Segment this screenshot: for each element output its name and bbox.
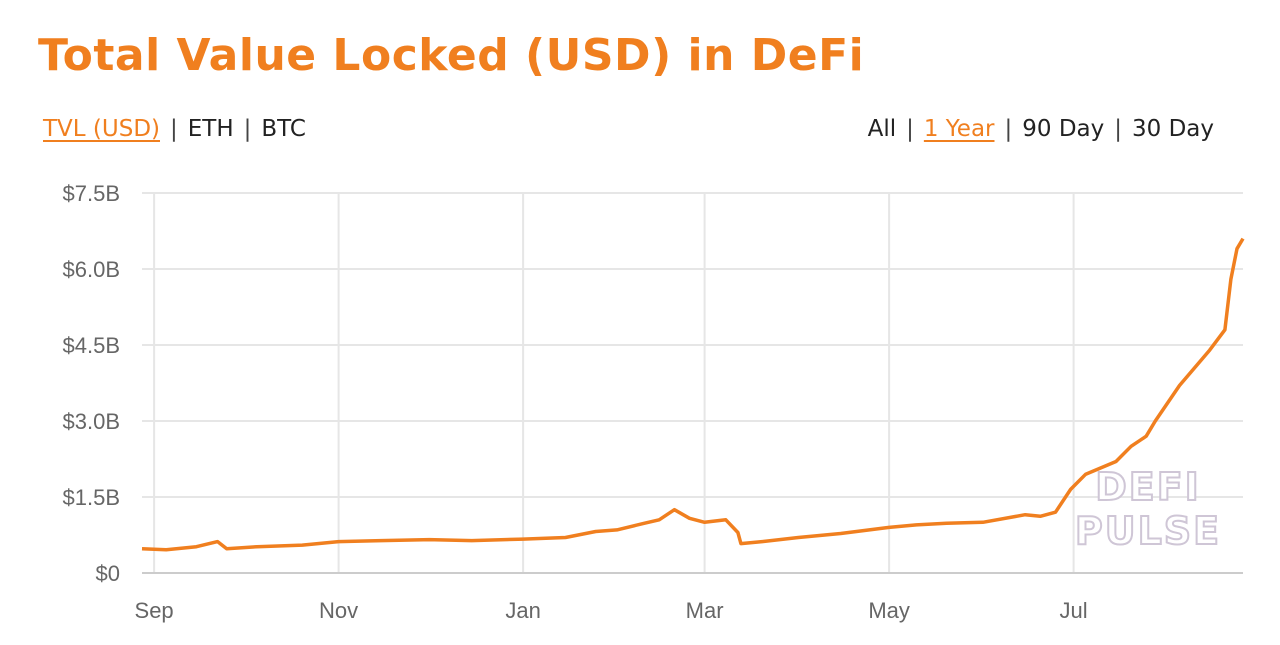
x-tick-label: Jul [1060,598,1088,623]
x-tick-label: Jan [505,598,540,623]
watermark-line: DEFI [1095,465,1201,509]
tab-tvl-usd[interactable]: TVL (USD) [43,116,160,142]
y-axis: $0 $1.5B $3.0B $4.5B $6.0B $7.5B [63,181,121,586]
chart-grid [142,192,1243,574]
tvl-line-chart: $0 $1.5B $3.0B $4.5B $6.0B $7.5B Sep Nov Jan Mar… [63,181,1245,623]
x-tick-label: Sep [135,598,174,623]
separator: | [906,116,914,142]
separator: | [170,116,178,142]
y-tick-label: $3.0B [63,409,121,434]
metric-selector: TVL (USD) | ETH | BTC [43,116,306,142]
separator: | [1114,116,1122,142]
tab-btc[interactable]: BTC [261,116,306,142]
tvl-series-line [141,237,1245,552]
range-selector: All | 1 Year | 90 Day | 30 Day [868,116,1214,142]
y-tick-label: $4.5B [63,333,121,358]
range-all[interactable]: All [867,116,897,142]
defi-pulse-watermark: DEFI PULSE [1074,464,1221,554]
y-tick-label: $1.5B [63,485,121,510]
separator: | [243,116,252,142]
x-tick-label: Mar [686,598,724,623]
y-tick-label: $6.0B [63,257,121,282]
range-90-day[interactable]: 90 Day [1022,116,1105,142]
range-30-day[interactable]: 30 Day [1132,116,1214,142]
x-tick-label: Nov [319,598,358,623]
separator: | [1004,116,1013,142]
x-axis: Sep Nov Jan Mar May Jul [135,598,1088,623]
range-1-year[interactable]: 1 Year [923,116,995,142]
tab-eth[interactable]: ETH [187,116,234,142]
watermark-line: PULSE [1075,509,1221,553]
y-tick-label: $0 [96,561,120,586]
x-tick-label: May [868,598,910,623]
page-title: Total Value Locked (USD) in DeFi [38,30,865,81]
y-tick-label: $7.5B [63,181,121,206]
